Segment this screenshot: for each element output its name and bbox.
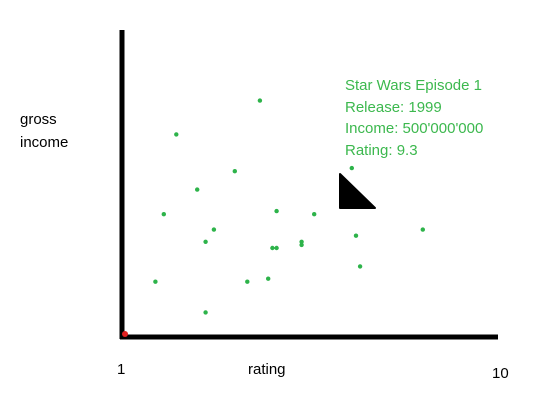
scatter-point[interactable] [274,208,279,214]
scatter-point[interactable] [420,227,425,232]
scatter-point[interactable] [245,279,250,284]
scatter-point[interactable] [174,132,179,137]
tooltip-annotation: Star Wars Episode 1 Release: 1999 Income… [345,75,483,161]
y-axis-label-line-1: gross [20,111,57,128]
scatter-point[interactable] [349,165,354,171]
scatter-point[interactable] [357,264,363,269]
scatter-point[interactable] [203,310,208,315]
annotation-release: Release: 1999 [345,98,442,116]
scatter-point[interactable] [161,212,166,217]
scatter-point[interactable] [153,279,158,284]
annotation-title: Star Wars Episode 1 [345,77,482,94]
scatter-point[interactable] [195,187,200,192]
scatter-point[interactable] [299,239,304,244]
origin-marker [122,331,128,337]
scatter-point[interactable] [232,169,237,174]
data-points [153,98,425,315]
scatter-point[interactable] [203,239,208,244]
scatter-point[interactable] [266,276,271,281]
scatter-point[interactable] [353,233,359,238]
x-axis-label: rating [248,361,286,378]
scatter-point[interactable] [211,227,217,232]
scatter-point[interactable] [299,242,304,248]
scatter-point[interactable] [274,245,279,251]
scatter-point[interactable] [257,98,263,103]
annotation-income: Income: 500'000'000 [345,120,484,137]
x-tick-label-min: 1 [117,361,126,378]
x-tick-label-max: 10 [492,365,509,382]
scatter-point[interactable] [312,212,317,217]
cursor-arrow-icon [339,173,376,209]
annotation-rating: Rating: 9.3 [345,141,418,159]
scatter-point[interactable] [270,245,275,251]
y-axis-label-line-2: income [20,134,69,151]
